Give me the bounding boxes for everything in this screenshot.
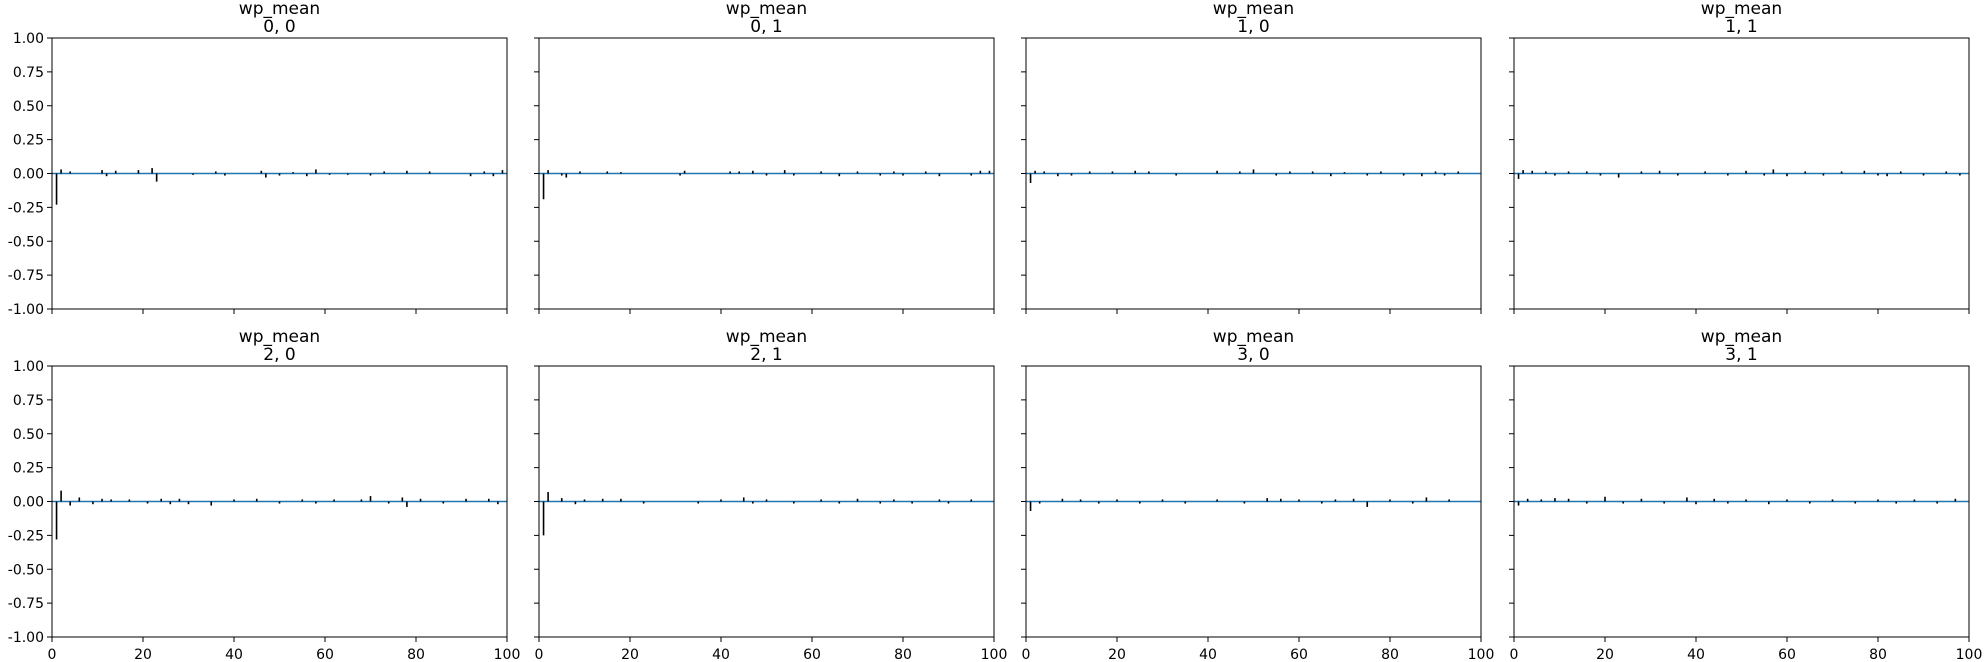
panel-title: wp_mean — [726, 0, 807, 19]
y-tick-label: -0.50 — [8, 562, 44, 578]
panel-title: wp_mean — [239, 0, 320, 19]
panel-title: wp_mean — [1213, 327, 1294, 347]
y-tick-label: 0.50 — [13, 99, 44, 115]
y-tick-label: -1.00 — [8, 630, 44, 646]
panel-title: wp_mean — [239, 327, 320, 347]
x-tick-label: 100 — [1956, 647, 1983, 662]
panel-title: wp_mean — [1213, 0, 1294, 19]
y-tick-label: 0.75 — [13, 65, 44, 81]
x-tick-label: 20 — [1108, 647, 1126, 662]
panel-title: wp_mean — [1701, 0, 1782, 19]
panel-coords: 1, 1 — [1725, 17, 1757, 37]
x-tick-label: 80 — [894, 647, 912, 662]
x-tick-label: 80 — [407, 647, 425, 662]
x-tick-label: 20 — [1596, 647, 1614, 662]
y-tick-label: 0.00 — [13, 167, 44, 183]
x-tick-label: 80 — [1869, 647, 1887, 662]
y-tick-label: -0.25 — [8, 200, 44, 216]
panel-coords: 2, 1 — [750, 345, 782, 365]
panel-coords: 3, 1 — [1725, 345, 1757, 365]
y-tick-label: 0.50 — [13, 427, 44, 443]
x-tick-label: 80 — [1381, 647, 1399, 662]
y-tick-label: 0.75 — [13, 393, 44, 409]
panel-coords: 3, 0 — [1237, 345, 1269, 365]
x-tick-label: 100 — [494, 647, 521, 662]
x-tick-label: 0 — [535, 647, 544, 662]
x-tick-label: 40 — [1199, 647, 1217, 662]
y-tick-label: -0.75 — [8, 596, 44, 612]
x-tick-label: 40 — [225, 647, 243, 662]
x-tick-label: 100 — [981, 647, 1008, 662]
x-tick-label: 60 — [1778, 647, 1796, 662]
x-tick-label: 20 — [134, 647, 152, 662]
x-tick-label: 20 — [621, 647, 639, 662]
x-tick-label: 0 — [1510, 647, 1519, 662]
y-tick-label: -0.25 — [8, 528, 44, 544]
panel-coords: 0, 1 — [750, 17, 782, 37]
x-tick-label: 40 — [1687, 647, 1705, 662]
panel-coords: 0, 0 — [263, 17, 295, 37]
y-tick-label: -0.50 — [8, 234, 44, 250]
x-tick-label: 60 — [1290, 647, 1308, 662]
y-tick-label: 1.00 — [13, 31, 44, 47]
x-tick-label: 60 — [316, 647, 334, 662]
x-tick-label: 0 — [48, 647, 57, 662]
y-tick-label: 0.00 — [13, 495, 44, 511]
x-tick-label: 0 — [1022, 647, 1031, 662]
x-tick-label: 40 — [712, 647, 730, 662]
y-tick-label: 0.25 — [13, 461, 44, 477]
y-tick-label: 1.00 — [13, 359, 44, 375]
panel-coords: 2, 0 — [263, 345, 295, 365]
panel-title: wp_mean — [726, 327, 807, 347]
x-tick-label: 100 — [1468, 647, 1495, 662]
y-tick-label: 0.25 — [13, 133, 44, 149]
panel-title: wp_mean — [1701, 327, 1782, 347]
x-tick-label: 60 — [803, 647, 821, 662]
y-tick-label: -0.75 — [8, 268, 44, 284]
y-tick-label: -1.00 — [8, 302, 44, 318]
panel-coords: 1, 0 — [1237, 17, 1269, 37]
